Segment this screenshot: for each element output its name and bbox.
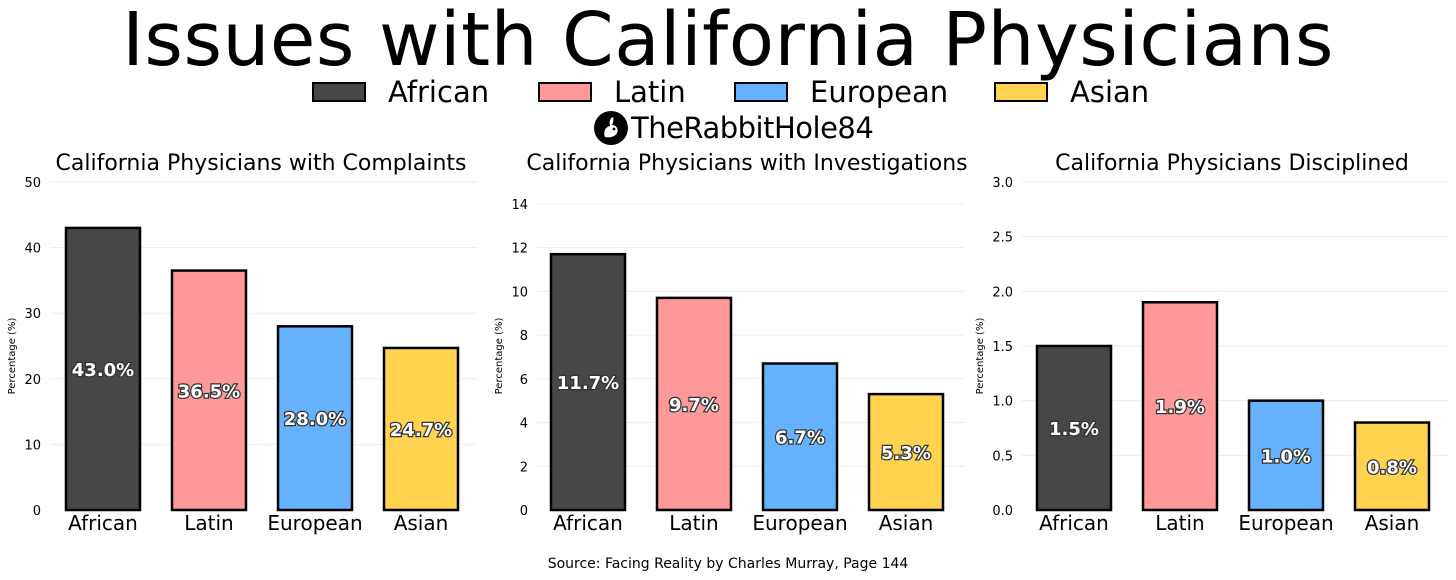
y-tick-label: 2.0: [992, 285, 1013, 300]
chart-panel-investigations: 0 2 4 6 8 10 12 14 Percentage (%) California Phys…: [494, 151, 968, 535]
panel-title: California Physicians Disciplined: [1055, 151, 1409, 176]
bar-european: [1247, 399, 1325, 512]
bar-latin: [655, 296, 733, 512]
x-tick-label: Latin: [1155, 511, 1204, 535]
y-tick-label: 10: [511, 285, 528, 300]
bar-european: [276, 325, 354, 512]
y-tick-label: 1.5: [992, 340, 1013, 355]
y-tick-label: 6: [520, 373, 528, 388]
legend-label-latin: Latin: [614, 75, 686, 109]
legend-swatch-european: [734, 82, 788, 102]
data-label: 24.7%: [390, 420, 452, 441]
legend-label-asian: Asian: [1070, 75, 1150, 109]
y-axis-label: Percentage (%): [494, 318, 505, 395]
x-tick-label: African: [553, 511, 623, 535]
x-tick-label: African: [68, 511, 138, 535]
y-tick-label: 8: [520, 329, 528, 344]
y-tick-label: 40: [24, 242, 41, 257]
data-label: 28.0%: [284, 409, 346, 430]
data-label: 1.0%: [1261, 446, 1311, 467]
legend: African Latin European Asian: [0, 75, 1456, 109]
panel-title: California Physicians with Investigation…: [526, 151, 967, 176]
bar-african: [64, 226, 142, 512]
x-tick-label: Asian: [879, 511, 934, 535]
data-label: 1.9%: [1155, 397, 1205, 418]
bar-asian: [867, 392, 945, 512]
data-label: 0.8%: [1367, 457, 1417, 478]
y-tick-label: 4: [520, 417, 528, 432]
y-tick-label: 0: [520, 504, 528, 519]
bar-european: [761, 362, 839, 512]
legend-label-european: European: [810, 75, 949, 109]
bar-african: [549, 252, 627, 512]
y-tick-label: 14: [511, 198, 528, 213]
bar-asian: [1353, 421, 1431, 512]
y-tick-label: 2.5: [992, 231, 1013, 246]
data-label: 43.0%: [72, 360, 134, 381]
bar-asian: [382, 346, 460, 512]
y-axis-label: Percentage (%): [7, 318, 18, 395]
legend-swatch-asian: [994, 82, 1048, 102]
y-tick-label: 30: [24, 307, 41, 322]
watermark-text: TheRabbitHole84: [631, 111, 874, 145]
x-tick-label: European: [267, 511, 362, 535]
data-label: 5.3%: [881, 443, 931, 464]
bar-latin: [170, 269, 248, 512]
x-tick-label: Latin: [669, 511, 718, 535]
data-label: 9.7%: [669, 395, 719, 416]
bar-latin: [1141, 301, 1219, 512]
chart-main-title: Issues with California Physicians: [122, 0, 1334, 83]
rabbit-logo-icon: [594, 111, 628, 145]
x-tick-label: European: [1238, 511, 1333, 535]
y-tick-label: 20: [24, 373, 41, 388]
x-tick-label: African: [1039, 511, 1109, 535]
chart-panel-complaints: 0 10 20 30 40 50 Percentage (%) California Phys…: [7, 151, 477, 535]
data-label: 11.7%: [557, 373, 619, 394]
x-tick-label: Asian: [1365, 511, 1420, 535]
y-tick-label: 50: [24, 176, 41, 191]
legend-label-african: African: [388, 75, 490, 109]
y-tick-label: 12: [511, 242, 528, 257]
y-axis-label: Percentage (%): [975, 318, 986, 395]
y-tick-label: 0.5: [992, 449, 1013, 464]
chart-panel-disciplined: 0.0 0.5 1.0 1.5 2.0 2.5 3.0 Percentage (%) Calif…: [975, 151, 1449, 535]
data-label: 1.5%: [1049, 419, 1099, 440]
x-tick-label: Asian: [394, 511, 449, 535]
data-label: 6.7%: [775, 428, 825, 449]
bar-african: [1035, 344, 1113, 512]
y-tick-label: 0: [33, 504, 41, 519]
y-tick-label: 3.0: [992, 176, 1013, 191]
legend-swatch-latin: [538, 82, 592, 102]
data-label: 36.5%: [178, 381, 240, 402]
y-tick-label: 1.0: [992, 395, 1013, 410]
y-tick-label: 0.0: [992, 504, 1013, 519]
x-tick-label: Latin: [184, 511, 233, 535]
legend-swatch-african: [312, 82, 366, 102]
panel-title: California Physicians with Complaints: [56, 151, 467, 176]
y-tick-label: 2: [520, 460, 528, 475]
source-footnote: Source: Facing Reality by Charles Murray…: [547, 556, 909, 572]
x-tick-label: European: [752, 511, 847, 535]
y-tick-label: 10: [24, 438, 41, 453]
